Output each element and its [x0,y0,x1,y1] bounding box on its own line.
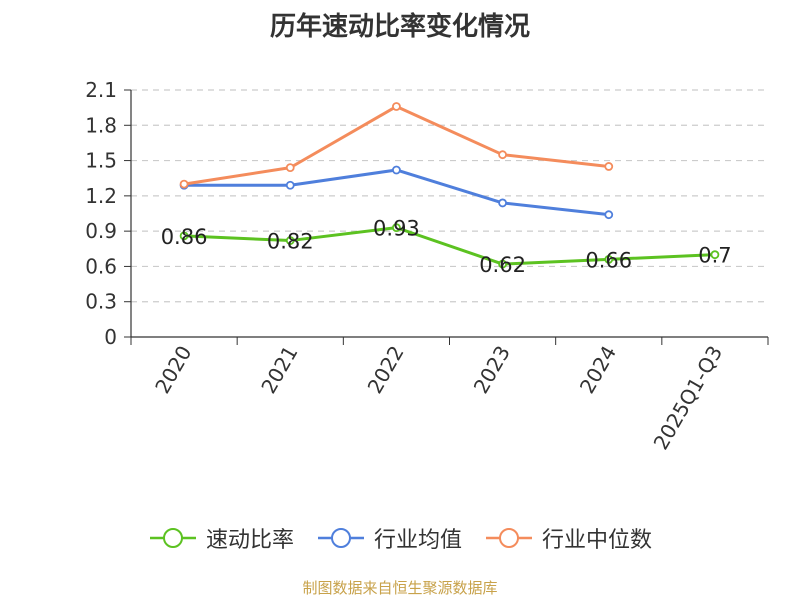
x-tick-label: 2023 [469,342,515,398]
data-label: 0.66 [585,248,632,272]
y-tick-label: 2.1 [85,78,117,102]
y-tick-label: 0 [104,325,117,349]
data-point [285,163,295,173]
legend-item[interactable]: 速动比率 [148,522,294,554]
legend-label: 行业均值 [373,528,462,553]
data-label: 0.93 [373,217,420,241]
data-point [392,165,401,175]
x-tick-label: 2024 [575,342,621,398]
data-label: 0.62 [479,253,526,277]
data-point [392,102,401,111]
y-tick-label: 1.2 [85,184,117,208]
legend-item[interactable]: 行业中位数 [484,522,652,554]
data-labels: 0.86 0.82 0.93 0.62 0.66 0.7 [161,217,732,277]
data-point [285,236,295,245]
x-tick-label: 2025Q1-Q3 [649,342,728,454]
data-label: 0.82 [267,230,314,254]
legend-label: 行业中位数 [542,528,653,553]
y-tick-label: 1.5 [85,149,117,173]
legend-swatch-icon [149,528,196,548]
y-tick-label: 1.8 [85,113,117,137]
y-tick-label: 0.3 [85,290,117,314]
data-point [498,198,507,208]
series-lines [179,102,720,269]
data-point [179,231,189,241]
legend-label: 速动比率 [205,528,294,553]
series-line [184,226,715,266]
x-tick-label: 2021 [256,342,302,398]
data-point [604,210,614,220]
grid-lines [131,89,768,303]
data-point [392,223,401,233]
x-tick-label: 2022 [363,342,409,398]
source-note: 制图数据来自恒生聚源数据库 [302,579,498,597]
legend: 速动比率 行业均值 行业中位数 [0,518,800,558]
legend-swatch-icon [486,528,532,548]
y-tick-label: 0.6 [85,254,117,278]
chart-title: 历年速动比率变化情况 [269,12,530,42]
data-point [498,150,507,160]
data-label: 0.7 [698,244,731,268]
series-line [184,168,609,217]
data-point [285,180,295,190]
x-tick-label: 2020 [150,342,196,398]
data-point [604,254,614,264]
data-point [710,250,720,260]
data-point [604,162,614,171]
y-tick-label: 0.9 [85,219,117,243]
legend-swatch-icon [317,528,364,548]
legend-item[interactable]: 行业均值 [316,522,462,554]
data-point [498,259,507,269]
data-label: 0.86 [161,225,208,249]
data-point [179,179,189,189]
